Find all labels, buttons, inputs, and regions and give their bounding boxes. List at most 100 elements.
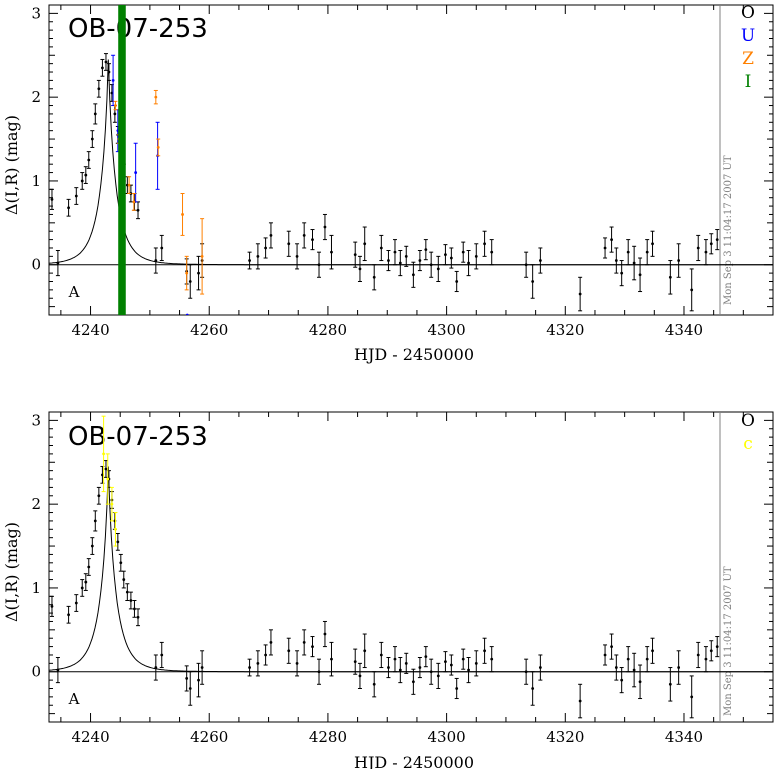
data-point: [538, 259, 542, 262]
data-point: [474, 661, 478, 665]
data-point: [398, 261, 402, 265]
data-point: [122, 578, 126, 581]
x-tick-label: 4320: [546, 321, 584, 339]
data-point: [133, 607, 136, 611]
data-point: [626, 657, 630, 661]
data-point: [295, 254, 299, 258]
data-point: [404, 661, 408, 665]
data-point: [248, 259, 251, 262]
x-tick-label: 4300: [428, 728, 466, 746]
data-point: [74, 601, 78, 605]
x-tick-label: 4280: [309, 728, 347, 746]
data-point: [353, 253, 357, 257]
data-point: [455, 280, 459, 283]
data-point: [264, 653, 268, 657]
data-point: [610, 238, 613, 241]
data-point: [136, 208, 140, 212]
data-point: [87, 565, 91, 569]
data-point: [372, 275, 376, 279]
data-point: [122, 154, 126, 158]
data-point: [483, 649, 486, 653]
x-axis-label: HJD - 2450000: [354, 753, 474, 769]
data-point: [119, 561, 123, 565]
data-point: [269, 641, 273, 644]
data-point: [118, 150, 122, 154]
data-point: [626, 250, 630, 254]
x-tick-label: 4260: [190, 321, 228, 339]
data-point: [398, 668, 402, 672]
data-point: [311, 238, 314, 241]
data-point: [411, 273, 415, 277]
corner-marker: A: [68, 690, 80, 708]
data-point: [690, 288, 694, 292]
data-point: [704, 657, 708, 661]
data-point: [80, 179, 84, 183]
data-point: [295, 661, 299, 665]
data-point: [125, 590, 129, 594]
data-point: [467, 261, 470, 265]
x-tick-label: 4240: [71, 728, 109, 746]
legend-entry: Z: [742, 49, 754, 69]
data-point: [114, 104, 117, 107]
data-point: [97, 87, 101, 91]
data-point: [74, 194, 78, 198]
data-point: [302, 234, 306, 237]
data-point: [461, 657, 465, 661]
data-point: [185, 271, 189, 275]
x-tick-label: 4340: [665, 321, 703, 339]
data-point: [84, 173, 88, 177]
data-point: [429, 263, 433, 267]
data-point: [387, 259, 390, 262]
plot-frame: [48, 4, 774, 316]
legend-entry: I: [745, 72, 752, 92]
data-point: [80, 586, 84, 590]
data-point: [181, 213, 184, 216]
data-point: [256, 254, 260, 258]
data-point: [353, 660, 357, 664]
data-point: [632, 261, 636, 265]
data-point: [449, 663, 453, 667]
data-point: [704, 250, 708, 254]
data-point: [524, 263, 528, 267]
data-point: [330, 657, 333, 661]
timestamp: Mon Sep 3 11:04:17 2007 UT: [723, 566, 734, 716]
data-point: [449, 256, 453, 260]
data-point: [709, 649, 713, 653]
data-point: [185, 313, 189, 315]
data-point: [677, 666, 681, 669]
data-point: [188, 280, 192, 283]
data-point: [330, 250, 333, 254]
data-layer: [49, 415, 773, 719]
data-point: [200, 254, 204, 258]
x-tick-label: 4240: [71, 321, 109, 339]
data-point: [393, 250, 397, 254]
y-tick-label: 1: [31, 172, 41, 190]
plot-frame: [48, 411, 774, 723]
data-point: [638, 680, 642, 684]
data-point: [424, 655, 428, 659]
data-point: [690, 695, 694, 699]
data-point: [93, 519, 97, 523]
data-point: [154, 259, 158, 262]
data-point: [490, 657, 494, 661]
data-point: [101, 66, 104, 70]
series-I: [118, 5, 126, 315]
y-tick-label: 2: [31, 495, 41, 513]
series-c: [101, 415, 118, 547]
legend-entry: U: [741, 26, 755, 46]
data-point: [269, 234, 273, 237]
x-axis-label: HJD - 2450000: [354, 345, 474, 364]
model-curve: [49, 466, 773, 673]
data-point: [317, 670, 321, 674]
data-point: [129, 599, 133, 602]
data-point: [461, 250, 465, 254]
data-point: [620, 271, 624, 275]
data-point: [645, 657, 649, 661]
data-point: [404, 254, 408, 258]
timestamp: Mon Sep 3 11:04:17 2007 UT: [723, 155, 734, 305]
data-point: [185, 677, 189, 680]
x-tick-label: 4280: [309, 321, 347, 339]
data-point: [614, 666, 618, 669]
y-tick-label: 3: [31, 4, 41, 22]
legend-entry: c: [743, 434, 753, 454]
